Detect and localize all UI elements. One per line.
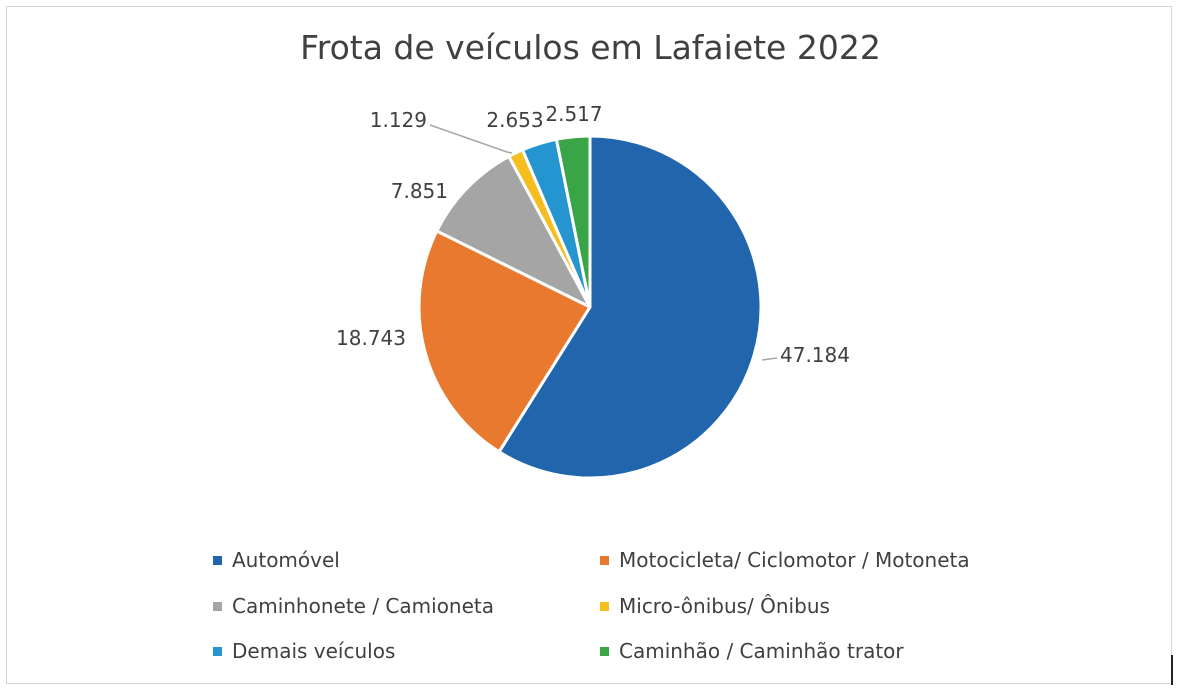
data-label-motocicleta: 18.743 [336,326,406,350]
data-label-caminhonete: 7.851 [391,179,448,203]
pie-slice-automovel [497,134,763,480]
pie-slice-caminhonete [435,154,592,309]
edge-mark [1171,655,1173,685]
leader-line-micro-onibus [429,124,513,154]
data-label-caminhao: 2.517 [545,102,602,126]
leader-line-automovel [761,357,778,361]
pie-slice-caminhao [554,134,592,309]
data-label-automovel: 47.184 [780,343,850,367]
chart-title: Frota de veículos em Lafaiete 2022 [300,28,881,67]
data-label-demais: 2.653 [486,108,543,132]
data-label-micro-onibus: 1.129 [370,108,427,132]
